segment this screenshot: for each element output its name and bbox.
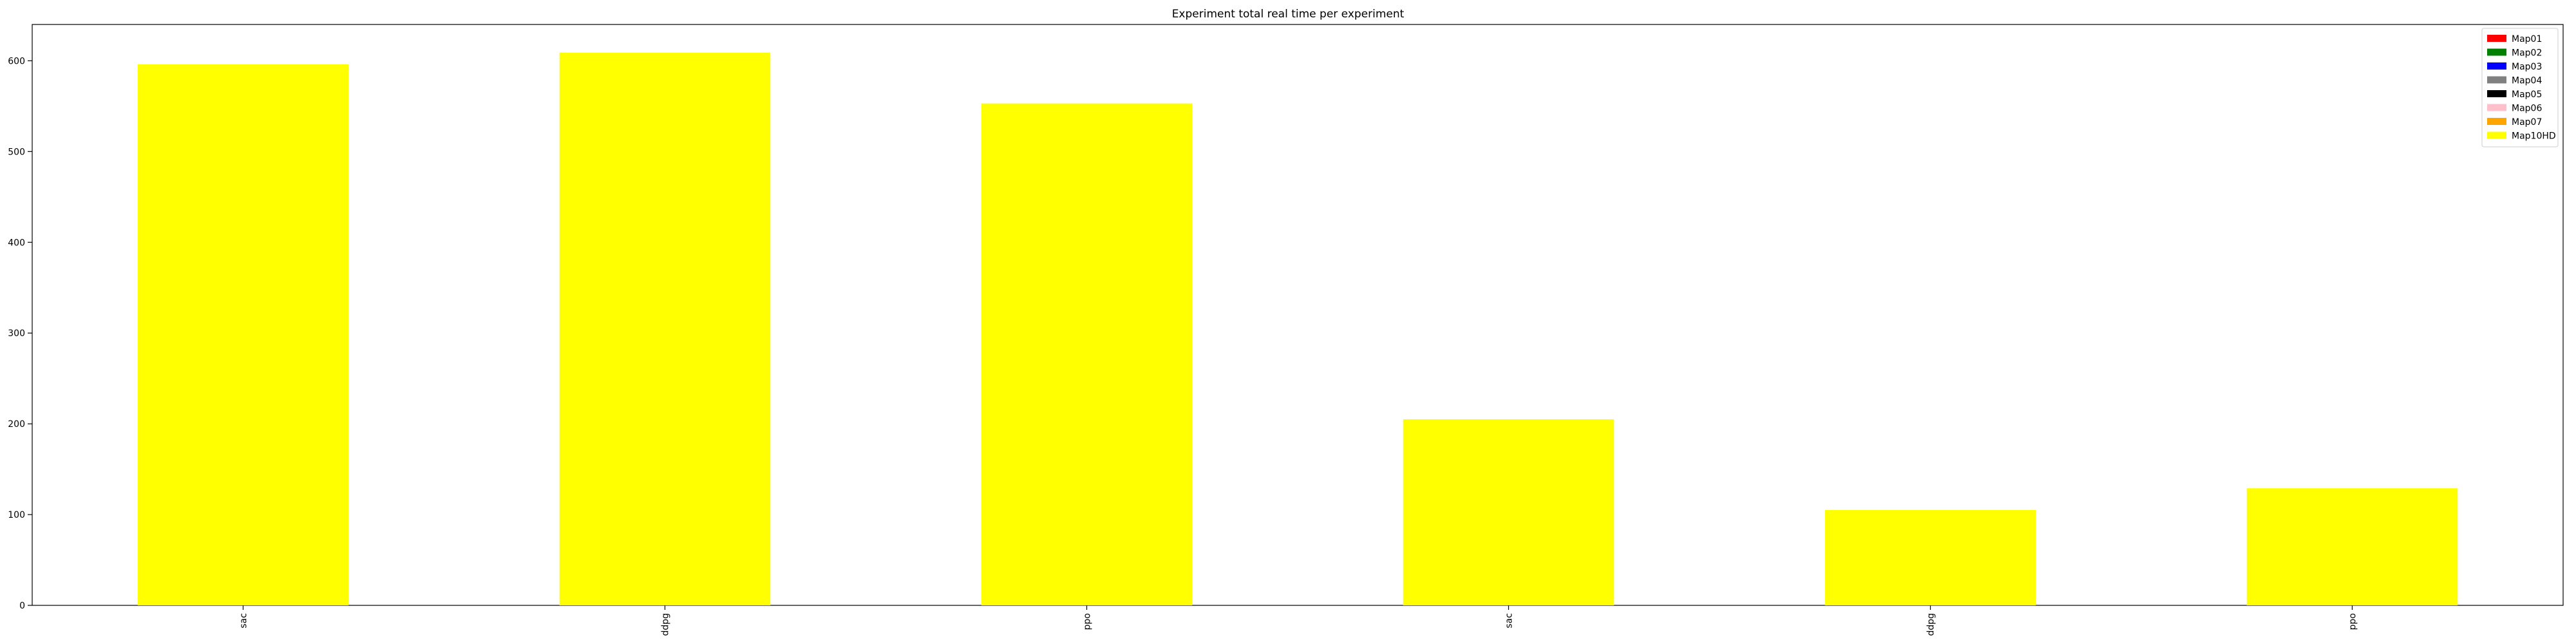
legend-label-map03: Map03 [2512,62,2542,72]
bar-map10hd-4 [1824,510,2036,605]
legend-label-map05: Map05 [2512,90,2542,100]
y-tick-label: 0 [19,601,25,611]
bar-map10hd-5 [2246,488,2458,605]
legend-label-map06: Map06 [2512,104,2542,114]
legend-label-map10hd: Map10HD [2512,131,2556,142]
legend-swatch-map01 [2487,35,2506,42]
legend-swatch-map05 [2487,90,2506,97]
x-tick-label: ppo [1083,613,1093,630]
legend-box [2481,28,2559,147]
chart-title: Experiment total real time per experimen… [1171,8,1405,21]
legend-swatch-map02 [2487,48,2506,56]
bar-map10hd-0 [137,64,349,605]
y-tick-label: 200 [8,419,25,430]
legend-swatch-map03 [2487,62,2506,70]
x-tick-label: ddpg [1926,613,1937,636]
y-tick-label: 100 [8,510,25,520]
legend: Map01 Map02 Map03 Map04 Map05 Map06 Map07 Map10… [2481,28,2559,147]
legend-swatch-map10hd [2487,131,2506,139]
y-tick-label: 300 [8,328,25,339]
bar-map10hd-1 [559,52,771,606]
legend-swatch-map07 [2487,118,2506,125]
legend-label-map07: Map07 [2512,117,2542,128]
legend-label-map02: Map02 [2512,48,2542,59]
x-tick-label: ddpg [661,613,671,636]
legend-label-map01: Map01 [2512,34,2542,44]
bar-map10hd-2 [981,103,1193,606]
legend-label-map04: Map04 [2512,76,2542,86]
x-tick-label: sac [239,613,249,629]
x-tick-label: ppo [2348,613,2358,630]
y-tick-label: 400 [8,238,25,248]
y-tick-label: 600 [8,56,25,66]
legend-swatch-map04 [2487,76,2506,84]
y-tick-label: 500 [8,147,25,157]
bar-map10hd-3 [1403,419,1615,605]
legend-swatch-map06 [2487,104,2506,111]
x-tick-label: sac [1504,613,1515,629]
plot-frame [32,24,2564,606]
